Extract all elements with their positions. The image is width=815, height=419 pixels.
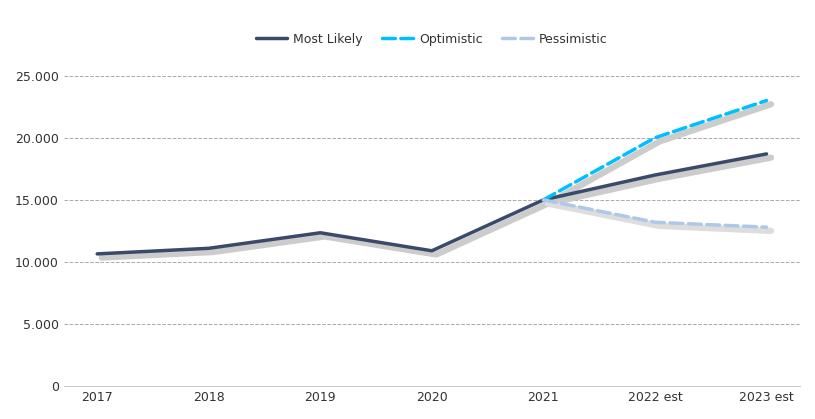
Pessimistic — [539, 197, 548, 202]
Optimistic — [539, 197, 548, 202]
Most Likely — [315, 230, 325, 235]
Line: Optimistic: Optimistic — [544, 101, 767, 200]
Optimistic — [762, 98, 772, 103]
Line: Pessimistic: Pessimistic — [544, 200, 767, 227]
Most Likely — [92, 251, 102, 256]
Most Likely — [204, 246, 214, 251]
Pessimistic — [762, 225, 772, 230]
Most Likely — [762, 151, 772, 156]
Pessimistic — [650, 220, 660, 225]
Most Likely — [650, 173, 660, 178]
Most Likely — [427, 248, 437, 253]
Legend: Most Likely, Optimistic, Pessimistic: Most Likely, Optimistic, Pessimistic — [251, 28, 613, 51]
Optimistic — [650, 135, 660, 140]
Line: Most Likely: Most Likely — [97, 154, 767, 254]
Most Likely — [539, 197, 548, 202]
